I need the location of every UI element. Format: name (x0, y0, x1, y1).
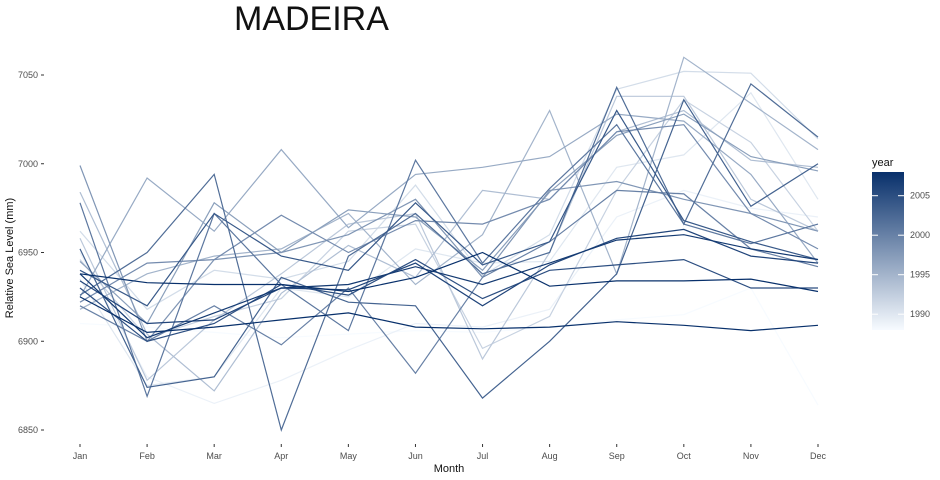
x-tick-label: Aug (542, 451, 558, 461)
legend-tick-label: 1995 (910, 270, 930, 280)
chart-title: MADEIRA (234, 0, 389, 38)
x-tick-label: Feb (139, 451, 155, 461)
x-tick-label: Nov (743, 451, 760, 461)
x-tick-label: Jan (73, 451, 88, 461)
y-axis: 6850 6900 6950 7000 7050 (18, 70, 44, 435)
legend-tick-label: 2005 (910, 191, 930, 201)
x-axis-title: Month (434, 463, 465, 475)
x-tick-label: Jun (408, 451, 423, 461)
y-tick-label: 7050 (18, 70, 38, 80)
y-tick-label: 6900 (18, 336, 38, 346)
x-tick-label: Dec (810, 451, 827, 461)
series-line (79, 124, 819, 303)
series-line (79, 82, 819, 432)
series-line (79, 109, 819, 307)
y-tick-label: 6850 (18, 425, 38, 435)
series-line (79, 70, 819, 311)
series-line (79, 165, 819, 343)
series-line (79, 95, 819, 382)
series-line (79, 109, 819, 392)
series-lines (79, 56, 819, 432)
series-line (79, 228, 819, 325)
x-tick-label: Mar (206, 451, 222, 461)
series-line (79, 56, 819, 310)
legend-colorbar (872, 172, 904, 330)
series-line (79, 296, 819, 334)
series-line (79, 98, 819, 399)
legend-tick-label: 1990 (910, 309, 930, 319)
series-line (79, 258, 818, 342)
x-tick-label: Sep (609, 451, 625, 461)
series-line (79, 251, 819, 293)
x-tick-label: Apr (274, 451, 288, 461)
legend-ticks: 1990 1995 2000 2005 (872, 191, 930, 319)
series-line (79, 287, 819, 406)
legend-tick-label: 2000 (910, 230, 930, 240)
series-line (79, 234, 819, 339)
x-tick-label: Oct (677, 451, 692, 461)
series-line (79, 189, 819, 375)
legend-title: year (872, 157, 894, 169)
series-line (79, 113, 819, 325)
y-axis-title: Relative Sea Level (mm) (4, 198, 16, 318)
y-tick-label: 7000 (18, 159, 38, 169)
y-tick-label: 6950 (18, 248, 38, 258)
x-tick-label: Jul (477, 451, 489, 461)
x-tick-label: May (340, 451, 358, 461)
x-axis: Jan Feb Mar Apr May Jun Jul Aug Sep Oct Nov Dec (73, 444, 827, 461)
series-line (79, 123, 819, 399)
color-legend: year 1990 1995 2000 2005 (872, 157, 930, 330)
